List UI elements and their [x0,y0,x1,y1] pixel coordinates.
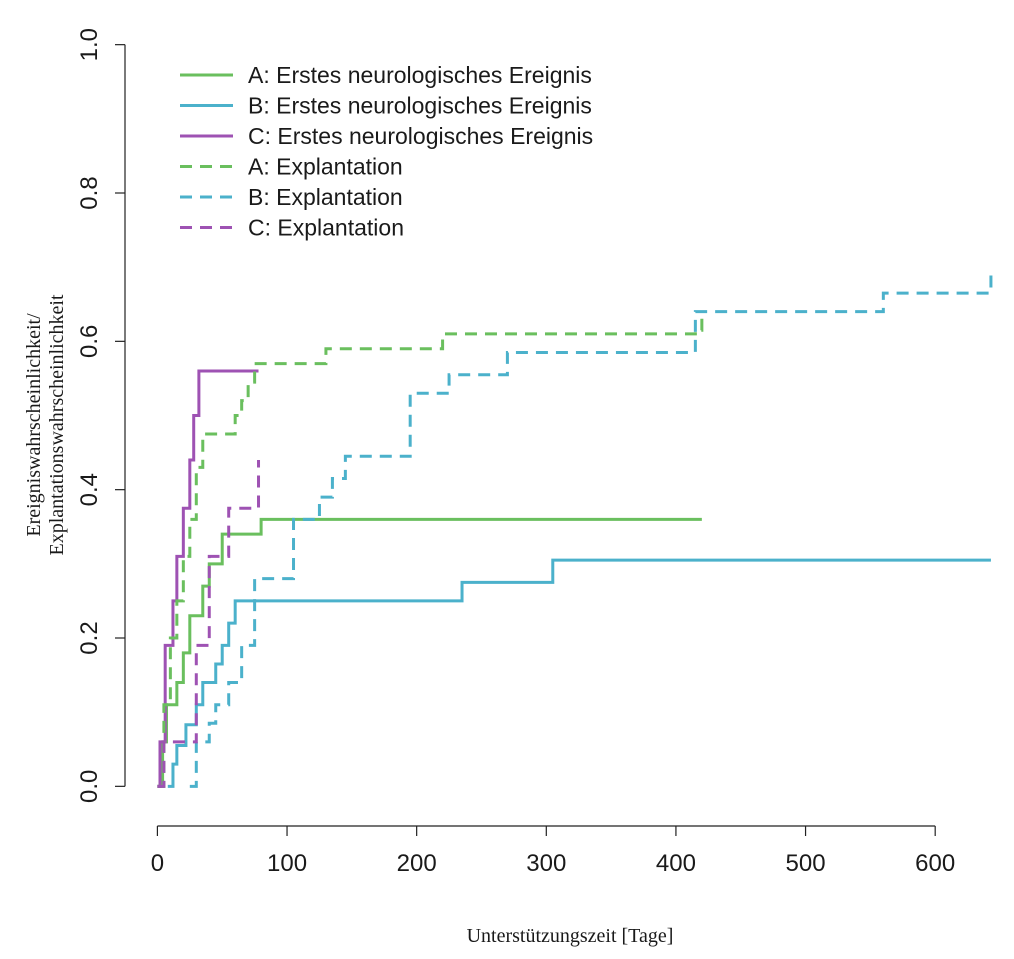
x-tick-label: 600 [915,850,955,877]
legend-label-2: B: Erstes neurologisches Ereignis [248,93,592,119]
axes: 0 100 200 300 400 500 600 0.0 0.2 0.4 0.6 0.8 1.0 [76,28,955,877]
x-tick-label: 300 [526,850,566,877]
y-axis-label-line-1: Ereigniswahrscheinlichkeit/ [23,313,45,537]
x-tick-label: 100 [267,850,307,877]
legend: A: Erstes neurologisches Ereignis B: Erst… [180,62,593,241]
y-tick-label: 0.0 [76,770,103,803]
x-tick-label: 400 [656,850,696,877]
legend-label-4: A: Explantation [248,154,403,180]
y-tick-label: 1.0 [76,28,103,61]
series-line-4 [157,311,704,788]
legend-label-1: A: Erstes neurologisches Ereignis [248,62,592,88]
series-lines [157,274,993,788]
y-tick-label: 0.8 [76,176,103,209]
y-axis-label-line-2: Explantationswahrscheinlichkeit [46,294,68,555]
y-tick-label: 0.2 [76,621,103,654]
x-tick-label: 200 [397,850,437,877]
x-tick-label: 500 [786,850,826,877]
y-tick-label: 0.6 [76,325,103,358]
y-tick-label: 0.4 [76,473,103,506]
legend-label-5: B: Explantation [248,184,403,210]
series-line-2 [167,558,991,788]
x-axis-label: Unterstützungszeit [Tage] [467,925,674,947]
series-line-5 [189,274,993,788]
x-tick-label: 0 [151,850,164,877]
legend-label-3: C: Erstes neurologisches Ereignis [248,123,593,149]
legend-label-6: C: Explantation [248,215,404,241]
